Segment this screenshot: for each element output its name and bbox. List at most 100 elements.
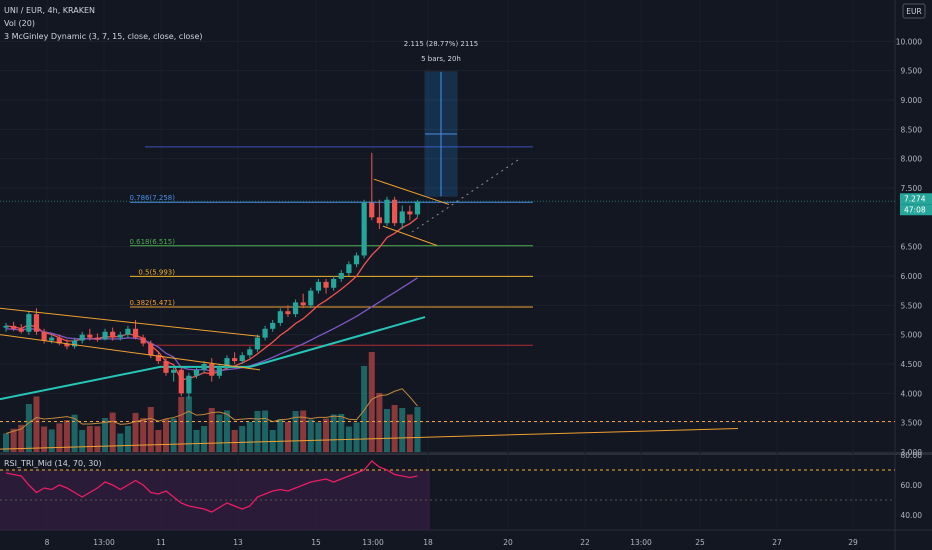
volume-bar (86, 426, 93, 452)
candle-body (323, 281, 329, 288)
candle-body (277, 311, 283, 323)
volume-bar (170, 418, 177, 452)
candle-body (64, 343, 70, 347)
currency-badge[interactable] (902, 3, 926, 19)
volume-bar (361, 366, 368, 452)
candle-body (254, 337, 261, 350)
candle-body (71, 340, 78, 347)
candle-body (94, 337, 101, 340)
candle-body (193, 369, 200, 376)
time-tick-label: 13:00 (362, 538, 384, 547)
candle-body (331, 278, 337, 288)
measure-label-bars: 5 bars, 20h (421, 55, 461, 63)
volume-bar (414, 407, 421, 452)
volume-bar (292, 411, 299, 452)
price-tick-label: 10.000 (896, 37, 922, 46)
candle-body (209, 364, 215, 376)
flag-lower-trendline (382, 225, 438, 246)
price-tick-label: 8.000 (901, 155, 923, 164)
price-tick-label: 9.500 (901, 67, 923, 76)
time-tick-label: 15 (311, 538, 321, 547)
volume-bar (25, 404, 32, 452)
volume-bar (399, 408, 406, 452)
candle-body (392, 199, 398, 224)
volume-bar (223, 410, 230, 452)
rsi-tick-label: 60.00 (901, 481, 923, 490)
candle-body (247, 349, 253, 356)
candles (3, 152, 421, 400)
volume-bar (63, 420, 70, 452)
rsi-tick-label: 80.00 (901, 451, 923, 460)
price-tick-label: 3.500 (901, 419, 923, 428)
time-tick-label: 8 (45, 538, 50, 547)
volume-bar (94, 426, 101, 452)
measure-label-change: 2.115 (28.77%) 2115 (404, 40, 478, 48)
candle-body (262, 328, 268, 338)
volume-bar (406, 414, 413, 452)
time-tick-label: 13:00 (630, 538, 652, 547)
candle-body (353, 255, 360, 265)
candle-body (3, 325, 9, 328)
time-tick-label: 22 (580, 538, 590, 547)
mcginley-legend[interactable]: 3 McGinley Dynamic (3, 7, 15, close, clo… (4, 32, 203, 41)
candle-body (369, 202, 375, 218)
time-tick-label: 27 (772, 538, 782, 547)
volume-bar (384, 409, 390, 452)
volume-bar (353, 422, 360, 452)
volume-bar (117, 433, 124, 452)
candle-body (239, 355, 245, 362)
axes: 10.000 9.500 9.000 8.500 8.000 7.500 6.500 6.00… (45, 3, 932, 547)
candle-body (178, 369, 184, 394)
volume-bar (231, 430, 238, 452)
candle-body (140, 337, 146, 344)
candle-body (224, 358, 230, 367)
candle-body (79, 334, 85, 341)
volume-bar (323, 418, 330, 452)
volume-bar (33, 396, 40, 452)
volume-bar (330, 414, 337, 452)
price-tick-label: 5.000 (901, 331, 923, 340)
candle-body (117, 334, 123, 338)
candle-body (11, 325, 17, 329)
price-tick-label: 3.000 (901, 448, 923, 457)
candle-body (384, 199, 390, 224)
candle-body (414, 201, 421, 215)
candle-body (49, 337, 55, 341)
candle-body (125, 328, 131, 335)
volume-bar (216, 414, 223, 452)
volume-bar (102, 418, 109, 452)
candle-body (376, 217, 382, 224)
volume-bar (246, 422, 253, 452)
candle-body (186, 375, 192, 394)
annotations: 2.115 (28.77%) 2115 5 bars, 20h (0, 40, 895, 371)
symbol-title[interactable]: UNI / EUR, 4h, KRAKEN (4, 6, 96, 15)
volume-bar (48, 429, 55, 452)
flag-upper-trendline (373, 178, 450, 205)
volume-bar (41, 426, 48, 452)
candle-body (41, 331, 47, 341)
pane-separator (0, 452, 932, 455)
volume-bar (178, 397, 185, 452)
volume-bar (254, 411, 261, 452)
time-tick-label: 29 (848, 538, 858, 547)
time-tick-label: 13 (233, 538, 243, 547)
wedge-upper-trendline (0, 307, 261, 337)
rsi-legend[interactable]: RSI_TRI_Mid (14, 70, 30) (4, 459, 102, 468)
volume-bar (132, 412, 139, 452)
volume-legend[interactable]: Vol (20) (4, 19, 35, 28)
volume-bar (163, 419, 170, 452)
candle-body (56, 337, 62, 344)
candle-body (285, 311, 291, 315)
volume-bar (338, 414, 345, 452)
candle-body (148, 343, 154, 356)
candle-body (308, 290, 314, 306)
time-tick-label: 25 (695, 538, 705, 547)
candle-body (399, 211, 405, 224)
volume-bar (140, 418, 147, 452)
time-tick-label: 20 (503, 538, 513, 547)
projection-dotted-line (411, 158, 521, 233)
volume-bar (315, 422, 322, 452)
